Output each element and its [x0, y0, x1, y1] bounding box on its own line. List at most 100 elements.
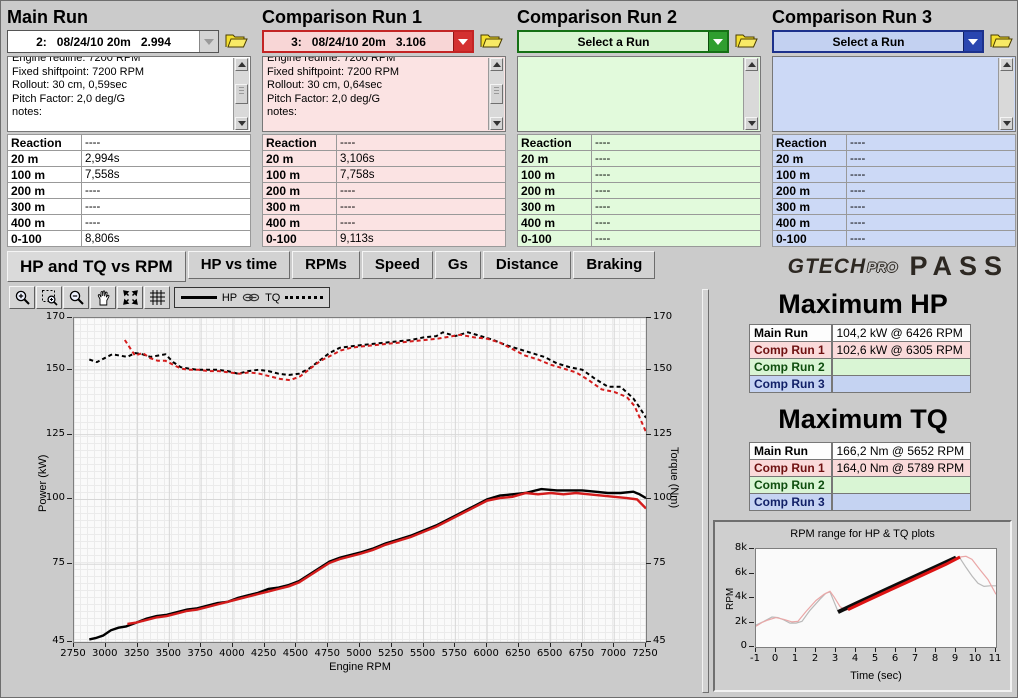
- x-tick: [454, 643, 456, 647]
- table-row: 20 m ----: [517, 150, 761, 167]
- table-row: Comp Run 2: [749, 358, 971, 376]
- scroll-thumb[interactable]: [490, 84, 503, 104]
- arrow-up-icon: [492, 62, 501, 67]
- table-row: 200 m ----: [517, 182, 761, 199]
- x-tick-label: 1: [791, 653, 799, 664]
- scroll-up-button[interactable]: [490, 58, 503, 71]
- row-value: ----: [846, 230, 1016, 247]
- scroll-up-button[interactable]: [235, 58, 248, 71]
- x-tick: [775, 648, 776, 652]
- x-tick: [995, 648, 996, 652]
- run-selector[interactable]: 3: 08/24/10 20m 3.106: [262, 30, 474, 53]
- tab-hp-vs-time[interactable]: HP vs time: [187, 251, 291, 279]
- y-tick-label: 170: [45, 311, 65, 322]
- row-label: 400 m: [7, 214, 82, 231]
- y-tick: [67, 498, 72, 500]
- x-tick: [486, 643, 488, 647]
- x-tick: [895, 648, 896, 652]
- scroll-down-button[interactable]: [490, 117, 503, 130]
- row-label: 0-100: [772, 230, 847, 247]
- main-run-panel: Main Run 2: 08/24/10 20m 2.994 Engine re…: [7, 7, 251, 247]
- x-tick: [136, 643, 138, 647]
- x-tick-label: 4250: [250, 648, 277, 659]
- scroll-thumb[interactable]: [235, 84, 248, 104]
- table-row: 100 m 7,758s: [262, 166, 506, 183]
- x-tick: [73, 643, 74, 647]
- comparison-run-2-panel: Comparison Run 2 Select a Run Reaction --…: [517, 7, 761, 247]
- plot-area[interactable]: [73, 317, 647, 643]
- tab-braking[interactable]: Braking: [573, 251, 656, 279]
- scroll-up-button[interactable]: [1000, 58, 1013, 71]
- plot-area[interactable]: [755, 548, 997, 648]
- arrow-up-icon: [1002, 62, 1011, 67]
- dropdown-button[interactable]: [708, 32, 727, 51]
- x-tick-label: 5000: [346, 648, 372, 659]
- row-value: [831, 358, 971, 376]
- run-selector[interactable]: Select a Run: [517, 30, 729, 53]
- table-row: 300 m ----: [772, 198, 1016, 215]
- chevron-down-icon: [968, 38, 978, 45]
- x-tick-label: 5750: [441, 648, 468, 659]
- table-row: 400 m ----: [262, 214, 506, 231]
- x-tick-label: 3500: [155, 648, 182, 659]
- row-label: 0-100: [262, 230, 337, 247]
- table-row: 300 m ----: [262, 198, 506, 215]
- row-label: Comp Run 2: [749, 358, 833, 376]
- dropdown-button[interactable]: [453, 32, 472, 51]
- tab-distance[interactable]: Distance: [482, 251, 572, 279]
- run-selector[interactable]: Select a Run: [772, 30, 984, 53]
- row-value: ----: [81, 134, 251, 151]
- row-value: ----: [846, 150, 1016, 167]
- scrollbar[interactable]: [233, 58, 249, 130]
- scrollbar[interactable]: [998, 58, 1014, 130]
- tab-gs[interactable]: Gs: [434, 251, 481, 279]
- scrollbar[interactable]: [488, 58, 504, 130]
- panel-title: Comparison Run 2: [517, 7, 678, 27]
- toggle-grid-button[interactable]: [144, 286, 170, 309]
- x-tick: [549, 643, 551, 647]
- tab-hp-and-tq-vs-rpm[interactable]: HP and TQ vs RPM: [7, 251, 186, 282]
- y-tick: [67, 641, 72, 642]
- axis-title-engine-rpm: Engine RPM: [329, 661, 391, 673]
- row-label: Comp Run 3: [749, 493, 833, 511]
- scroll-down-button[interactable]: [235, 117, 248, 130]
- row-label: 20 m: [772, 150, 847, 167]
- scrollbar[interactable]: [743, 58, 759, 130]
- x-tick-label: 3250: [123, 648, 150, 659]
- row-value: ----: [846, 134, 1016, 151]
- x-tick: [915, 648, 916, 652]
- fit-to-window-button[interactable]: [117, 286, 143, 309]
- zoom-out-button[interactable]: [63, 286, 89, 309]
- open-file-button[interactable]: [477, 30, 504, 53]
- tab-speed[interactable]: Speed: [361, 251, 433, 279]
- row-value: 8,806s: [81, 230, 251, 247]
- zoom-in-button[interactable]: [9, 286, 35, 309]
- comp-run-1-selected-range-curve: [847, 555, 961, 611]
- table-row: Main Run 104,2 kW @ 6426 RPM: [749, 324, 971, 342]
- scroll-down-button[interactable]: [745, 117, 758, 130]
- pan-button[interactable]: [90, 286, 116, 309]
- row-value: 104,2 kW @ 6426 RPM: [831, 324, 971, 342]
- row-label: 200 m: [517, 182, 592, 199]
- zoom-selection-icon: [41, 290, 58, 306]
- row-value: ----: [336, 214, 506, 231]
- main-run-power-curve: [89, 487, 646, 641]
- dropdown-button[interactable]: [963, 32, 982, 51]
- dropdown-button[interactable]: [199, 31, 218, 52]
- row-label: Reaction: [262, 134, 337, 151]
- row-label: 200 m: [7, 182, 82, 199]
- scroll-up-button[interactable]: [745, 58, 758, 71]
- y-tick: [67, 433, 72, 435]
- run-selector[interactable]: 2: 08/24/10 20m 2.994: [7, 30, 219, 53]
- y-tick-label-right: 100: [653, 492, 673, 504]
- y-tick-right: [646, 563, 651, 565]
- open-file-button[interactable]: [732, 30, 759, 53]
- y-tick: [749, 597, 754, 598]
- scroll-down-button[interactable]: [1000, 117, 1013, 130]
- row-value: ----: [336, 198, 506, 215]
- table-row: 20 m 3,106s: [262, 150, 506, 167]
- open-file-button[interactable]: [222, 30, 249, 53]
- open-file-button[interactable]: [987, 30, 1014, 53]
- tab-rpms[interactable]: RPMs: [292, 251, 360, 279]
- zoom-selection-button[interactable]: [36, 286, 62, 309]
